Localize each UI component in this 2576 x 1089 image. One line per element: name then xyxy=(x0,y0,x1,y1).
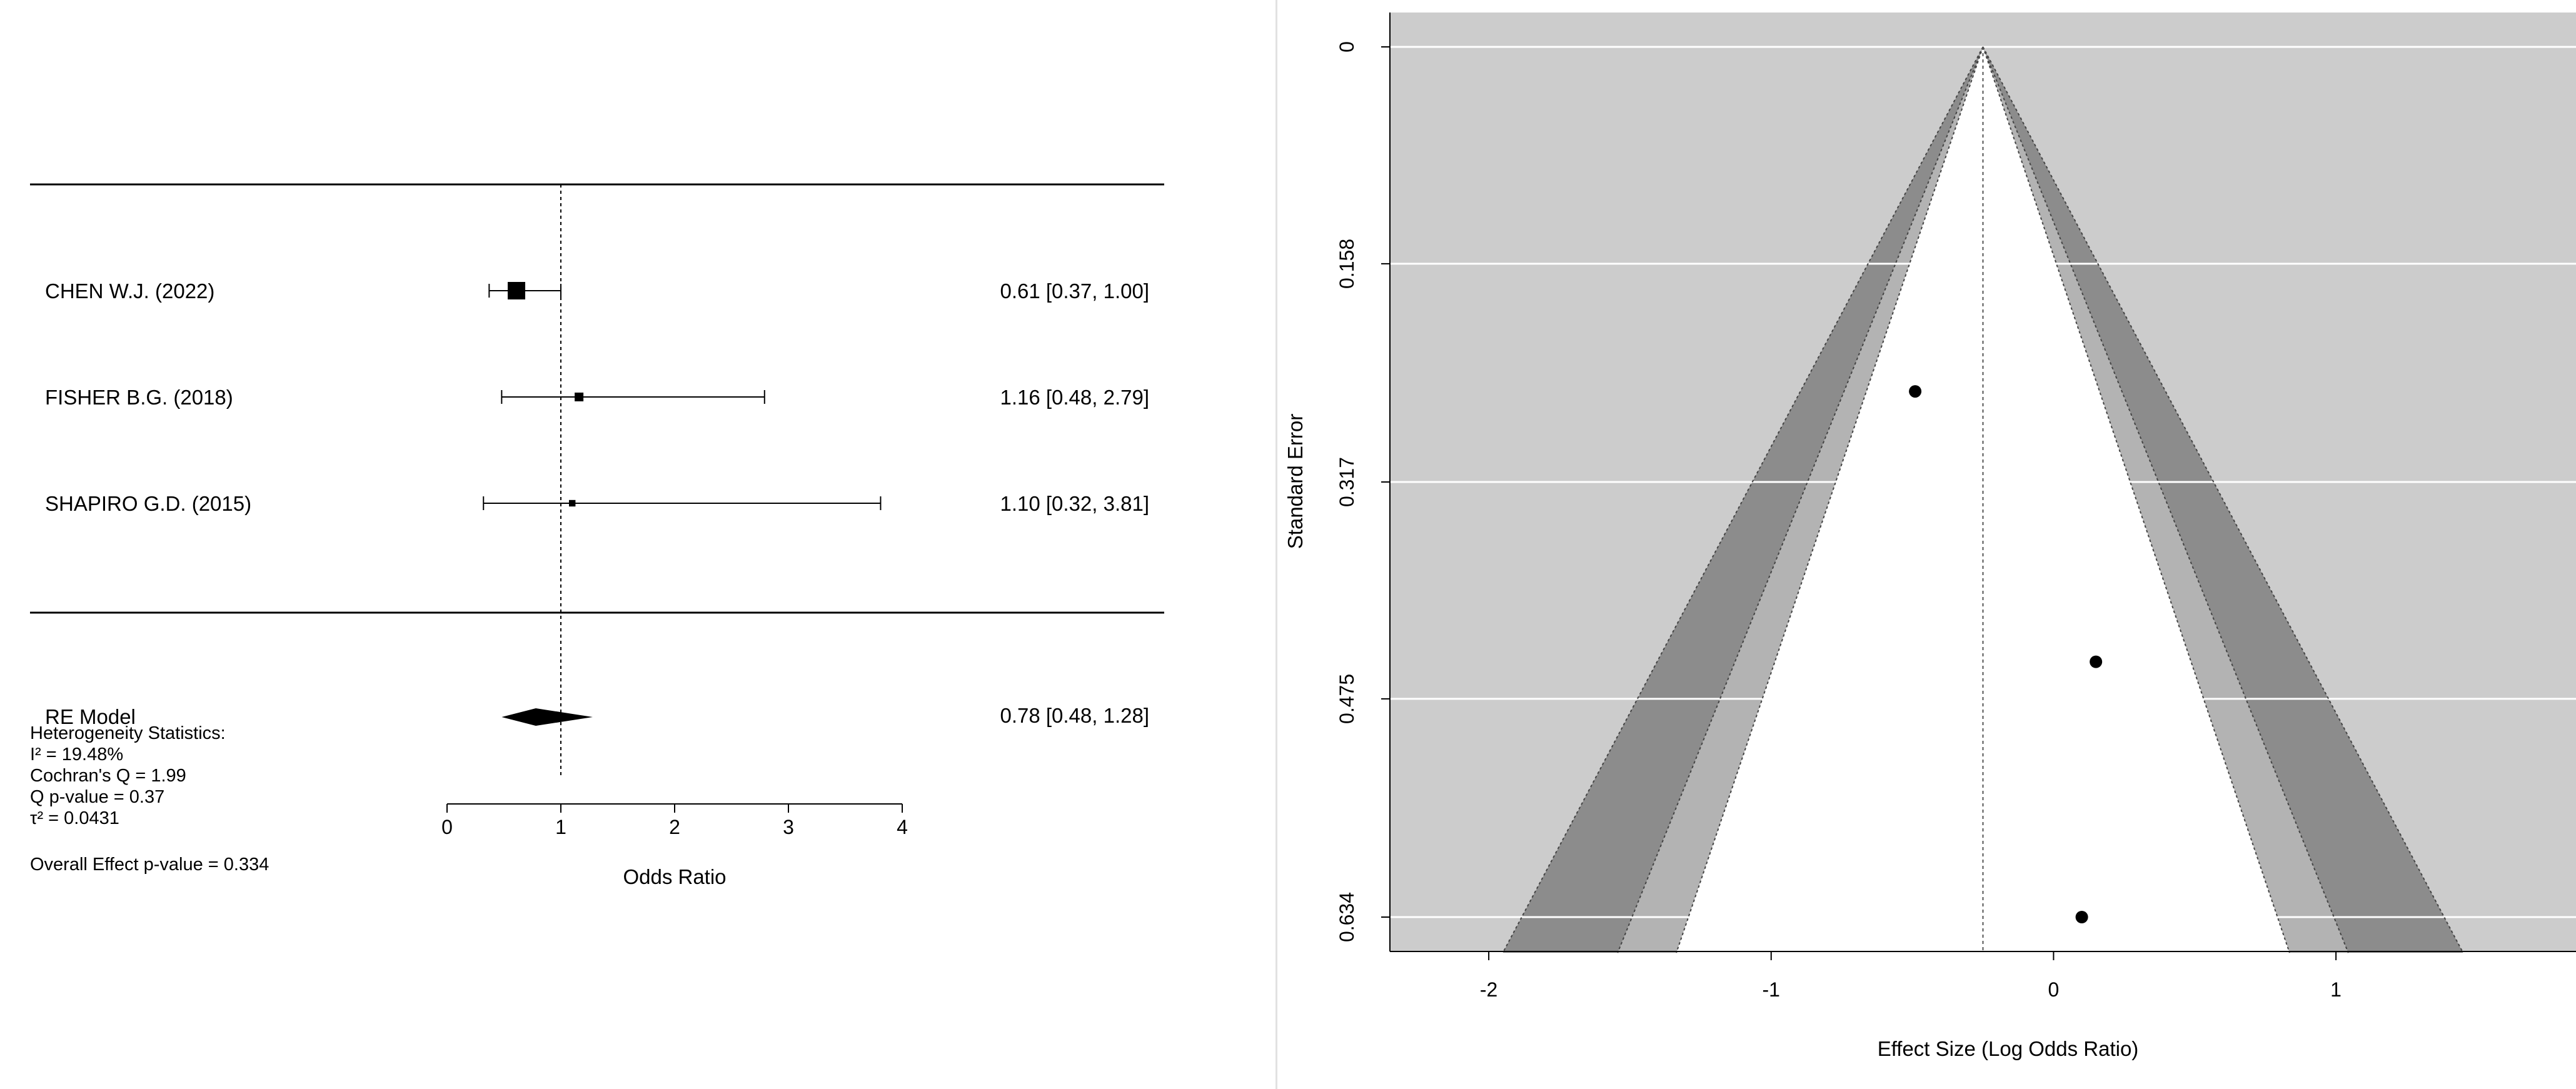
forest-x-tick-label: 0 xyxy=(441,816,453,838)
study-ci-text: 0.61 [0.37, 1.00] xyxy=(1000,279,1149,303)
funnel-x-axis-label: Effect Size (Log Odds Ratio) xyxy=(1878,1037,2139,1060)
heterogeneity-tau2: τ² = 0.0431 xyxy=(30,808,119,828)
funnel-contour-line xyxy=(1502,46,1984,953)
funnel-contour-line xyxy=(1982,46,2464,953)
funnel-x-tick-label: 0 xyxy=(2048,978,2060,1001)
forest-x-axis: 0 1 2 3 4 xyxy=(441,803,908,838)
funnel-x-tick-label: -2 xyxy=(1480,978,1497,1001)
overall-effect-pvalue: Overall Effect p-value = 0.334 xyxy=(30,855,269,875)
heterogeneity-heading: Heterogeneity Statistics: xyxy=(30,723,226,743)
study-row: FISHER B.G. (2018) 1.16 [0.48, 2.79] xyxy=(45,386,1149,409)
funnel-contour-lines xyxy=(1502,46,2464,953)
study-rows: CHEN W.J. (2022) 0.61 [0.37, 1.00] FISHER … xyxy=(45,279,1149,515)
funnel-y-axis-label: Standard Error xyxy=(1284,414,1307,549)
funnel-plot-canvas: -2 -1 0 1 0 0.158 0.317 0.475 0.634 Effect Size … xyxy=(1284,13,2576,1060)
funnel-point xyxy=(2090,655,2103,668)
heterogeneity-stats: Heterogeneity Statistics: I² = 19.48% Co… xyxy=(30,723,269,875)
study-ci-text: 1.16 [0.48, 2.79] xyxy=(1000,386,1149,409)
funnel-axes: -2 -1 0 1 0 0.158 0.317 0.475 0.634 xyxy=(1336,13,2576,1001)
study-label: FISHER B.G. (2018) xyxy=(45,386,233,409)
funnel-x-tick-label: -1 xyxy=(1763,978,1780,1001)
funnel-points xyxy=(1909,385,2103,923)
funnel-y-tick-label: 0.158 xyxy=(1336,239,1358,289)
forest-plot: CHEN W.J. (2022) 0.61 [0.37, 1.00] FISHER … xyxy=(0,0,1275,1089)
study-estimate-box xyxy=(569,499,576,507)
funnel-plot: -2 -1 0 1 0 0.158 0.317 0.475 0.634 Effect Size … xyxy=(1277,0,2576,1089)
funnel-x-tick-label: 1 xyxy=(2330,978,2342,1001)
study-row: CHEN W.J. (2022) 0.61 [0.37, 1.00] xyxy=(45,279,1149,303)
funnel-y-tick-label: 0.317 xyxy=(1336,457,1358,507)
funnel-y-tick-label: 0.634 xyxy=(1336,892,1358,942)
forest-x-tick-label: 4 xyxy=(897,816,908,838)
panel-divider xyxy=(1275,0,1277,1089)
funnel-y-tick-label: 0.475 xyxy=(1336,674,1358,724)
funnel-contour-line xyxy=(1676,46,1984,953)
study-row: SHAPIRO G.D. (2015) 1.10 [0.32, 3.81] xyxy=(45,492,1149,515)
funnel-y-tick-label: 0 xyxy=(1336,41,1358,53)
heterogeneity-q: Cochran's Q = 1.99 xyxy=(30,766,186,786)
study-label: SHAPIRO G.D. (2015) xyxy=(45,492,251,515)
summary-diamond xyxy=(501,708,593,726)
summary-row: RE Model 0.78 [0.48, 1.28] xyxy=(45,704,1149,728)
forest-x-tick-label: 3 xyxy=(783,816,794,838)
funnel-point xyxy=(2075,911,2088,923)
heterogeneity-q-pvalue: Q p-value = 0.37 xyxy=(30,787,164,807)
forest-x-tick-label: 1 xyxy=(555,816,566,838)
summary-label: RE Model xyxy=(45,705,136,728)
summary-ci-text: 0.78 [0.48, 1.28] xyxy=(1000,704,1149,727)
study-ci-text: 1.10 [0.32, 3.81] xyxy=(1000,492,1149,515)
funnel-contour-line xyxy=(1982,46,2290,953)
forest-x-axis-label: Odds Ratio xyxy=(623,865,726,888)
study-estimate-box xyxy=(575,393,584,401)
study-label: CHEN W.J. (2022) xyxy=(45,279,214,303)
funnel-point xyxy=(1909,385,1922,398)
heterogeneity-i2: I² = 19.48% xyxy=(30,745,123,765)
forest-x-tick-label: 2 xyxy=(669,816,680,838)
study-estimate-box xyxy=(508,282,526,299)
forest-plot-canvas: CHEN W.J. (2022) 0.61 [0.37, 1.00] FISHER … xyxy=(30,183,1164,888)
